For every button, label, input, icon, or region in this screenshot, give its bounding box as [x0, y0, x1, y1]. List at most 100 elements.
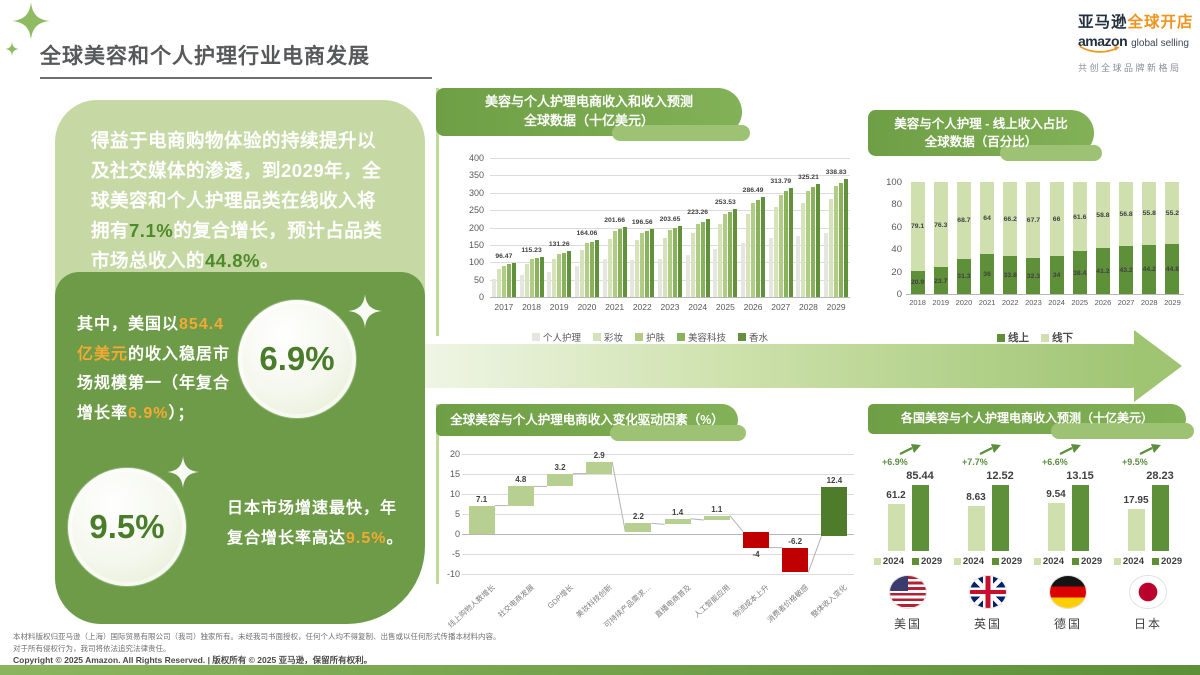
country-bar: 61.2 — [886, 490, 906, 552]
offline-value-label: 79.1 — [910, 223, 925, 231]
sparkle-icon — [5, 42, 19, 56]
country-forecast-chart: +6.9% 61.2 85.44 2024 2029 美国 +7.7% 8.63 12.52 20… — [868, 444, 1188, 632]
category-text: 人工智能应用 — [692, 582, 732, 620]
text-segment: 的收入稳居市场规模第一（年复合增长率 — [77, 345, 231, 422]
country-bar: 12.52 — [986, 470, 1014, 552]
intro-panel: 得益于电商购物体验的持续提升以及社交媒体的渗透，到2029年，全球美容和个人护理… — [55, 100, 425, 292]
bar-value-label: 313.79 — [770, 177, 792, 185]
bar-segment — [511, 263, 516, 297]
bar-segment — [534, 258, 539, 297]
waterfall-value-label: 1.4 — [672, 507, 684, 517]
bar-segment — [617, 229, 622, 297]
bar-segment — [768, 238, 773, 297]
bar-value-label: 196.56 — [631, 218, 653, 226]
legend-swatch — [677, 333, 685, 341]
text-segment: 6.9% — [128, 404, 169, 422]
bar-value-label: 9.54 — [1046, 489, 1066, 501]
footer-disclaimer: 本材料版权归亚马逊（上海）国际贸易有限公司（我司）独家所有。未经我司书面授权，任… — [13, 632, 501, 653]
y-axis-label: 0 — [896, 289, 902, 300]
legend-swatch — [1041, 333, 1049, 342]
drivers-chart-plot: 20 15 10 5 0 -5 -10 7.1 线上购物人数增长 4.8 社交电商发展 3.2 GDP增… — [446, 449, 854, 630]
x-axis-label: 2026 — [1094, 298, 1112, 307]
legend-swatch — [634, 333, 643, 341]
growth-badge: +6.9% — [868, 444, 948, 467]
growth-arrow-band — [410, 344, 1136, 388]
bar-cluster — [519, 256, 544, 297]
bar-segment — [622, 226, 627, 297]
y-axis-label: 60 — [891, 221, 902, 233]
gridline — [462, 494, 854, 495]
legend-item: 美容科技 — [677, 330, 726, 344]
legend-swatch — [1072, 558, 1079, 566]
y-axis-label: 0 — [454, 529, 460, 539]
legend-item: 线上 — [997, 330, 1029, 345]
gridline — [490, 175, 850, 177]
online-value-label: 32.3 — [1026, 272, 1041, 280]
gridline — [490, 158, 850, 159]
online-bar-segment — [1165, 243, 1180, 294]
text-segment: 44.8% — [205, 249, 260, 271]
country-bars: 61.2 85.44 — [886, 467, 934, 552]
online-value-label: 34 — [1052, 271, 1061, 279]
country-group: +7.7% 8.63 12.52 2024 2029 英国 — [948, 444, 1028, 632]
country-legend: 2024 2029 — [1033, 556, 1102, 567]
legend-item: 个人护理 — [531, 330, 581, 344]
bar-segment — [506, 264, 511, 297]
bar-segment — [844, 179, 849, 297]
online-bar-segment — [1119, 245, 1134, 294]
x-axis-label: 2020 — [955, 298, 973, 307]
highlight-panel: 其中，美国以854.4亿美元的收入稳居市场规模第一（年复合增长率6.9%）； 6… — [55, 272, 425, 624]
legend-item: 2024 — [1113, 556, 1144, 567]
waterfall-bar — [468, 505, 495, 534]
text-segment: 得益于电商购物体验的持续提升以及社交媒体的渗透，到2029年，全球美容和个人护理… — [91, 130, 382, 241]
legend-item: 2029 — [1152, 556, 1182, 567]
legend-label: 个人护理 — [542, 333, 581, 344]
text-segment: 日本市场增速最快，年复合增长率高达 — [227, 500, 398, 547]
growth-arrow-icon — [899, 444, 921, 455]
legend-swatch — [738, 333, 747, 341]
category-text: 消费者价格敏感 — [764, 582, 810, 625]
bar-segment — [635, 240, 640, 297]
bar-rect — [967, 506, 985, 552]
bar-cluster — [796, 184, 821, 297]
bar-segment — [741, 243, 746, 297]
bar-segment — [612, 231, 617, 297]
bar-segment — [788, 187, 793, 297]
chart-drivers-banner: 全球美容与个人护理电商收入变化驱动因素（%） — [436, 404, 746, 441]
waterfall-value-label: 2.2 — [632, 512, 644, 522]
gridline — [462, 554, 854, 555]
legend-label: 线下 — [1052, 332, 1073, 344]
sparkle-icon — [348, 294, 382, 328]
bar-cluster — [491, 263, 516, 297]
bar-segment — [673, 228, 677, 297]
bar-rect — [1151, 485, 1169, 552]
country-group: +9.5% 17.95 28.23 2024 2029 日本 — [1108, 444, 1188, 632]
legend-swatch — [992, 558, 999, 566]
bar-value-label: 131.26 — [548, 241, 570, 249]
bar-rect — [911, 485, 929, 552]
gridline — [490, 192, 850, 194]
sparkle-icon — [167, 456, 199, 488]
waterfall-value-label: 7.1 — [476, 494, 488, 504]
legend-label: 线上 — [1008, 332, 1029, 344]
online-bar-segment — [1072, 251, 1087, 294]
offline-bar-segment — [933, 182, 948, 268]
offline-value-label: 68.7 — [957, 217, 971, 225]
category-text: 物流成本上升 — [731, 582, 771, 620]
country-name: 日本 — [1133, 617, 1162, 631]
offline-bar-segment — [956, 182, 971, 259]
online-bar-segment — [1095, 247, 1110, 294]
uk-flag-icon — [970, 576, 1006, 608]
bar-segment — [783, 191, 788, 297]
bar-value-label: 17.95 — [1123, 495, 1149, 507]
x-axis-label: 2028 — [1140, 298, 1158, 307]
bar-segment — [539, 256, 544, 297]
bar-segment — [529, 259, 534, 297]
growth-arrow-icon — [1139, 444, 1161, 455]
x-axis-label: 2024 — [688, 302, 708, 312]
bar-segment — [756, 200, 761, 297]
offline-bar-segment — [910, 182, 925, 271]
legend-item: 2029 — [1072, 556, 1102, 567]
waterfall-bar — [625, 523, 652, 532]
offline-value-label: 55.2 — [1165, 209, 1180, 217]
